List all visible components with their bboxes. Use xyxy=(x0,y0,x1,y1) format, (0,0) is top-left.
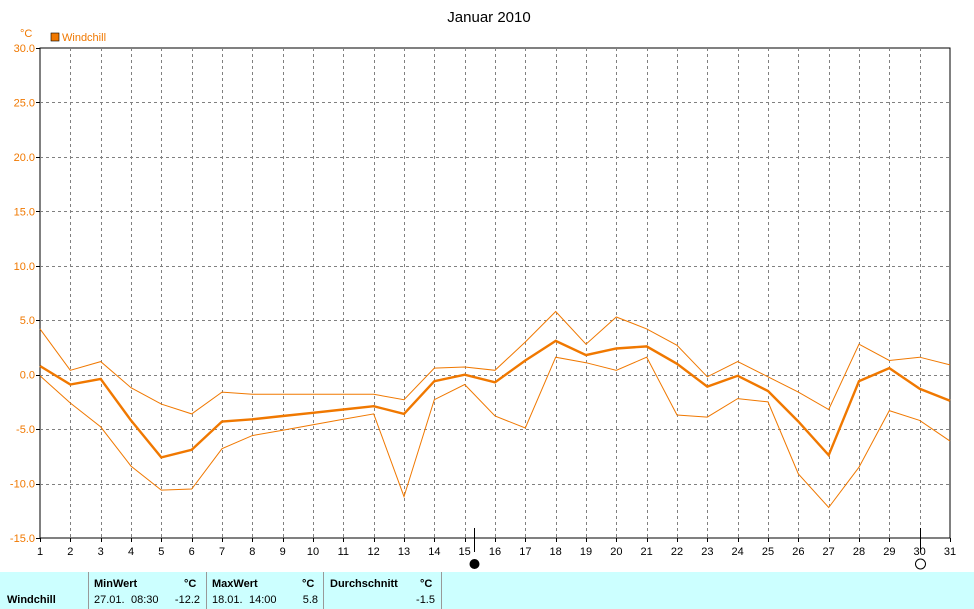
min-value: -12.2 xyxy=(174,594,200,606)
x-tick-label: 6 xyxy=(189,546,195,558)
legend-label: Windchill xyxy=(62,32,106,44)
separator xyxy=(88,572,89,609)
y-tick-label: 5.0 xyxy=(20,315,35,327)
x-tick-label: 15 xyxy=(459,546,471,558)
y-tick-label: 20.0 xyxy=(14,152,35,164)
x-tick-label: 2 xyxy=(67,546,73,558)
min-date: 27.01. xyxy=(94,594,125,606)
max-date: 18.01. xyxy=(212,594,243,606)
y-tick-label: 25.0 xyxy=(14,97,35,109)
statistics-panel: Windchill MinWert °C 27.01. 08:30 -12.2 … xyxy=(0,572,974,609)
max-header: MaxWert xyxy=(212,578,258,590)
separator xyxy=(323,572,324,609)
x-tick-label: 9 xyxy=(280,546,286,558)
x-tick-label: 24 xyxy=(732,546,744,558)
series-line-average xyxy=(39,339,951,459)
x-tick-label: 19 xyxy=(580,546,592,558)
windchill-chart: Januar 2010 °C Windchill 30.025.020.015.… xyxy=(10,9,956,570)
series-line-min xyxy=(39,356,951,509)
new-moon-icon xyxy=(915,558,926,570)
x-tick-label: 5 xyxy=(158,546,164,558)
x-tick-label: 29 xyxy=(883,546,895,558)
x-tick-label: 26 xyxy=(792,546,804,558)
x-tick-label: 7 xyxy=(219,546,225,558)
x-tick-label: 1 xyxy=(37,546,43,558)
y-tick-label: 15.0 xyxy=(14,206,35,218)
y-tick-label: 0.0 xyxy=(20,370,35,382)
y-tick-label: -15.0 xyxy=(10,533,35,545)
y-tick-label: -5.0 xyxy=(16,424,35,436)
series-line-max xyxy=(39,310,951,415)
avg-value: -1.5 xyxy=(416,594,435,606)
x-tick-label: 12 xyxy=(368,546,380,558)
min-unit: °C xyxy=(184,578,197,590)
min-header: MinWert xyxy=(94,578,138,590)
x-tick-label: 28 xyxy=(853,546,865,558)
x-tick-label: 27 xyxy=(823,546,835,558)
x-tick-label: 25 xyxy=(762,546,774,558)
x-tick-label: 4 xyxy=(128,546,134,558)
x-tick-label: 8 xyxy=(249,546,255,558)
max-value: 5.8 xyxy=(302,594,318,606)
legend-swatch xyxy=(50,32,60,42)
x-tick-label: 11 xyxy=(338,546,349,558)
avg-unit: °C xyxy=(420,578,433,590)
x-tick-label: 18 xyxy=(550,546,562,558)
chart-title: Januar 2010 xyxy=(447,9,530,26)
x-tick-label: 13 xyxy=(398,546,410,558)
full-moon-icon xyxy=(469,559,480,569)
max-unit: °C xyxy=(302,578,315,590)
y-tick-label: 10.0 xyxy=(14,261,35,273)
legend: Windchill xyxy=(50,32,106,44)
x-tick-label: 31 xyxy=(944,546,956,558)
x-tick-label: 17 xyxy=(519,546,531,558)
x-tick-label: 21 xyxy=(641,546,653,558)
x-tick-label: 20 xyxy=(610,546,622,558)
x-tick-label: 22 xyxy=(671,546,683,558)
x-tick-label: 14 xyxy=(428,546,440,558)
max-time: 14:00 xyxy=(249,594,277,606)
avg-header: Durchschnitt xyxy=(330,578,398,590)
x-tick-label: 30 xyxy=(914,546,926,558)
stats-series-label: Windchill xyxy=(7,594,56,606)
separator xyxy=(441,572,442,609)
x-tick-label: 16 xyxy=(489,546,501,558)
y-axis-unit: °C xyxy=(20,28,32,40)
x-tick-label: 3 xyxy=(98,546,104,558)
y-tick-label: -10.0 xyxy=(10,479,35,491)
x-tick-label: 10 xyxy=(307,546,319,558)
x-tick-label: 23 xyxy=(701,546,713,558)
min-time: 08:30 xyxy=(131,594,159,606)
separator xyxy=(206,572,207,609)
y-tick-label: 30.0 xyxy=(14,43,35,55)
